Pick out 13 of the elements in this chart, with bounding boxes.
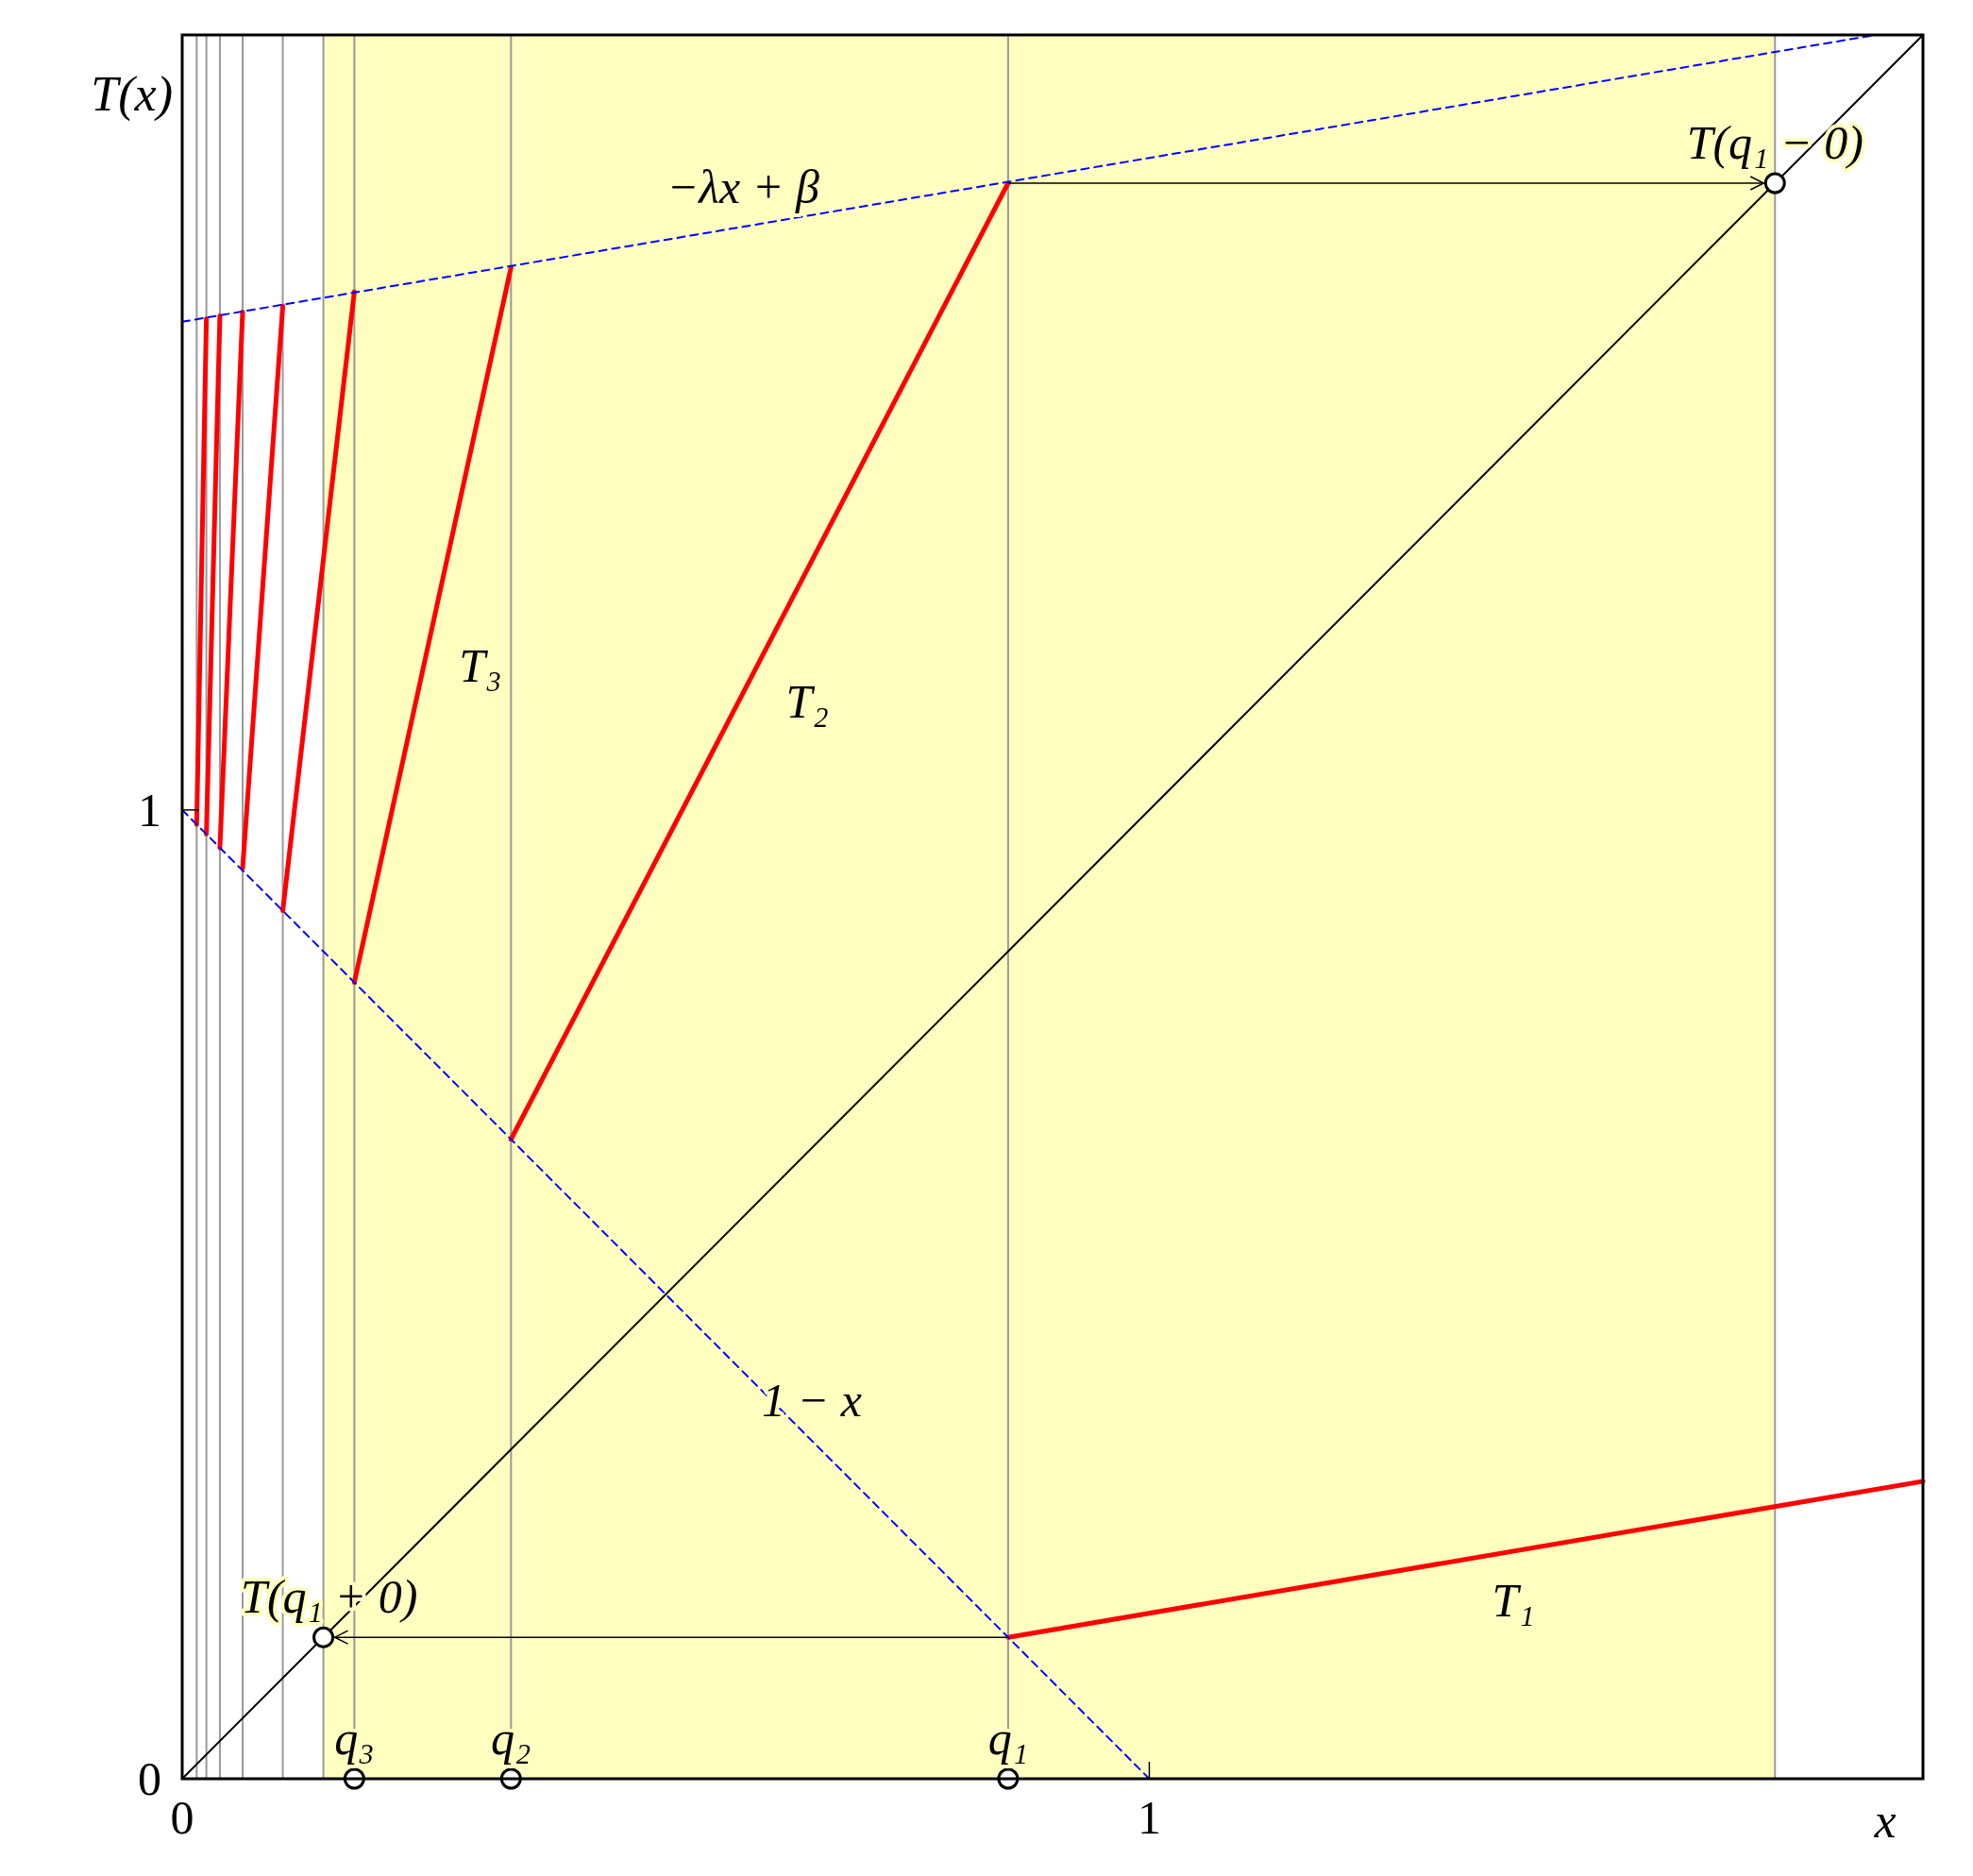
annotation: T(q₁ − 0) bbox=[1686, 115, 1863, 169]
series-label: T₂ bbox=[785, 675, 829, 729]
annotation: T(q₁ + 0) bbox=[241, 1570, 418, 1624]
y-axis-title: T(x) bbox=[91, 67, 173, 122]
point bbox=[1763, 172, 1786, 194]
annotation: q₂ bbox=[491, 1712, 531, 1765]
series-label: T₁ bbox=[1492, 1573, 1535, 1627]
annotation: q₃ bbox=[334, 1712, 375, 1765]
annotation: q₁ bbox=[987, 1712, 1029, 1765]
series-label: T₃ bbox=[459, 638, 502, 692]
point bbox=[312, 1626, 335, 1648]
x-axis-title: x bbox=[1873, 1794, 1897, 1848]
annotation: −λx + β bbox=[666, 161, 819, 214]
